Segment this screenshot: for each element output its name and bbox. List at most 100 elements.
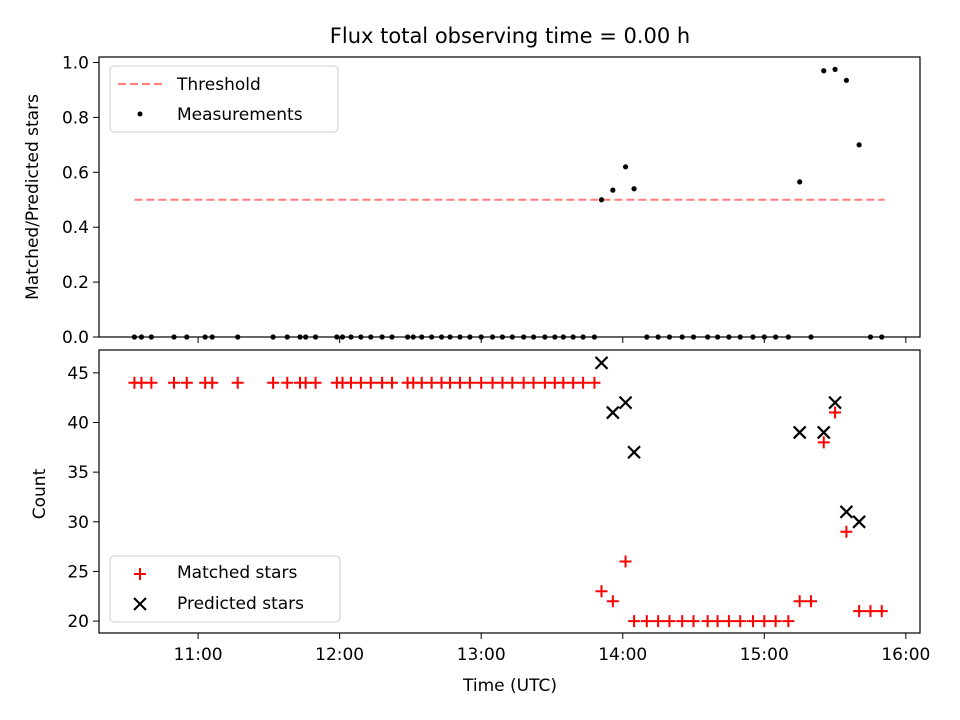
matched-star-point <box>595 585 608 598</box>
predicted-star-point <box>828 395 842 410</box>
legend-measurements-label: Measurements <box>177 105 303 125</box>
matched-star-point <box>588 376 601 389</box>
matched-star-point <box>628 615 641 628</box>
top-panel: 0.0 0.2 0.4 0.6 0.8 1.0 Matched/Predicted sta… <box>23 53 921 348</box>
matched-star-point <box>793 595 806 608</box>
matched-star-point <box>722 615 735 628</box>
bottom-axes-frame <box>98 349 921 634</box>
bottom-x-tick-label: 13:00 <box>457 645 506 665</box>
bottom-x-tick-label: 14:00 <box>598 645 647 665</box>
bottom-x-tick-label: 16:00 <box>881 645 930 665</box>
matched-star-point <box>758 615 771 628</box>
bottom-y-ticks: 20 25 30 35 40 45 <box>67 364 99 632</box>
legend-predicted-swatch <box>133 597 147 611</box>
measurement-point <box>610 187 616 193</box>
top-y-tick-label: 0.2 <box>62 273 89 293</box>
top-y-tick-label: 1.0 <box>62 53 89 73</box>
top-y-tick-label: 0.8 <box>62 108 89 128</box>
matched-star-point <box>231 376 244 389</box>
top-axes-frame <box>98 56 921 338</box>
legend-matched-swatch <box>134 568 146 580</box>
bottom-y-tick-label: 20 <box>67 612 89 632</box>
matched-star-point <box>829 406 842 419</box>
matched-star-point <box>180 376 193 389</box>
predicted-star-point <box>839 505 854 519</box>
top-x-ticks <box>197 337 907 343</box>
matched-star-point <box>711 615 724 628</box>
matched-star-point <box>687 615 700 628</box>
matched-star-point <box>853 605 866 618</box>
matched-star-point <box>506 376 519 389</box>
bottom-x-tick-label: 11:00 <box>174 645 223 665</box>
measurement-point <box>797 179 803 185</box>
matched-star-point <box>364 376 377 389</box>
legend-threshold-label: Threshold <box>176 75 261 95</box>
top-y-tick-label: 0.4 <box>62 218 89 238</box>
top-y-ticks: 0.0 0.2 0.4 0.6 0.8 1.0 <box>62 53 99 348</box>
matched-star-point <box>746 615 759 628</box>
top-y-tick-label: 0.0 <box>62 328 89 348</box>
predicted-star-point <box>618 395 633 410</box>
top-legend: Threshold Measurements <box>109 65 339 133</box>
matched-star-point <box>168 376 181 389</box>
matched-star-point <box>817 436 830 449</box>
matched-star-point <box>475 376 488 389</box>
measurement-point <box>631 186 637 192</box>
bottom-y-tick-label: 40 <box>67 413 89 433</box>
bottom-x-ticks: 11:00 12:00 13:00 14:00 15:00 16:00 <box>174 633 930 665</box>
matched-star-point <box>463 376 476 389</box>
matched-star-point <box>676 615 689 628</box>
x-axis-label: Time (UTC) <box>462 676 557 696</box>
legend-predicted-label: Predicted stars <box>177 594 304 614</box>
matched-star-point <box>769 615 782 628</box>
bottom-y-tick-label: 45 <box>67 364 89 384</box>
matched-star-point <box>606 595 619 608</box>
matched-star-point <box>640 615 653 628</box>
predicted-star-point <box>792 425 807 440</box>
matched-star-point <box>840 525 853 538</box>
measurement-point <box>832 66 838 72</box>
bottom-x-tick-label: 12:00 <box>315 645 364 665</box>
matched-star-point <box>734 615 747 628</box>
matched-star-point <box>206 376 219 389</box>
top-legend-box <box>109 65 339 133</box>
matched-star-point <box>805 595 818 608</box>
measurement-point <box>821 68 827 74</box>
top-y-axis-label: Matched/Predicted stars <box>23 94 43 300</box>
legend-matched-label: Matched stars <box>177 563 297 583</box>
matched-star-point <box>281 376 294 389</box>
measurement-point <box>843 77 849 83</box>
matched-star-point <box>145 376 158 389</box>
matched-star-point <box>782 615 795 628</box>
bottom-panel: 20 25 30 35 40 45 11:00 12:00 13:00 14:00 15:00 16… <box>30 349 930 696</box>
figure-title: Flux total observing time = 0.00 h <box>330 24 690 48</box>
matched-star-point <box>652 615 665 628</box>
bottom-legend-box <box>109 555 341 623</box>
measurement-point <box>622 164 629 170</box>
bottom-y-tick-label: 30 <box>67 513 89 533</box>
top-y-tick-label: 0.6 <box>62 163 89 183</box>
predicted-star-point <box>594 356 609 370</box>
matched-star-point <box>527 376 540 389</box>
matched-star-point <box>875 605 888 618</box>
matched-star-point <box>309 376 322 389</box>
bottom-y-axis-label: Count <box>30 468 50 519</box>
predicted-star-point <box>852 515 866 529</box>
bottom-y-tick-label: 35 <box>67 463 89 483</box>
predicted-star-point <box>627 445 641 460</box>
matched-star-point <box>663 615 676 628</box>
bottom-x-tick-label: 15:00 <box>740 645 789 665</box>
matched-star-point <box>619 555 632 568</box>
legend-measurements-swatch <box>137 111 143 117</box>
matched-star-point <box>577 376 590 389</box>
matched-star-point <box>386 376 399 389</box>
bottom-legend: Matched stars Predicted stars <box>109 555 341 623</box>
predicted-star-point <box>606 405 620 420</box>
matched-star-point <box>267 376 280 389</box>
bottom-y-tick-label: 25 <box>67 562 89 582</box>
bottom-data-marks <box>128 356 888 628</box>
matched-star-point <box>864 605 877 618</box>
measurement-point <box>856 142 862 148</box>
measurement-point <box>598 197 605 203</box>
